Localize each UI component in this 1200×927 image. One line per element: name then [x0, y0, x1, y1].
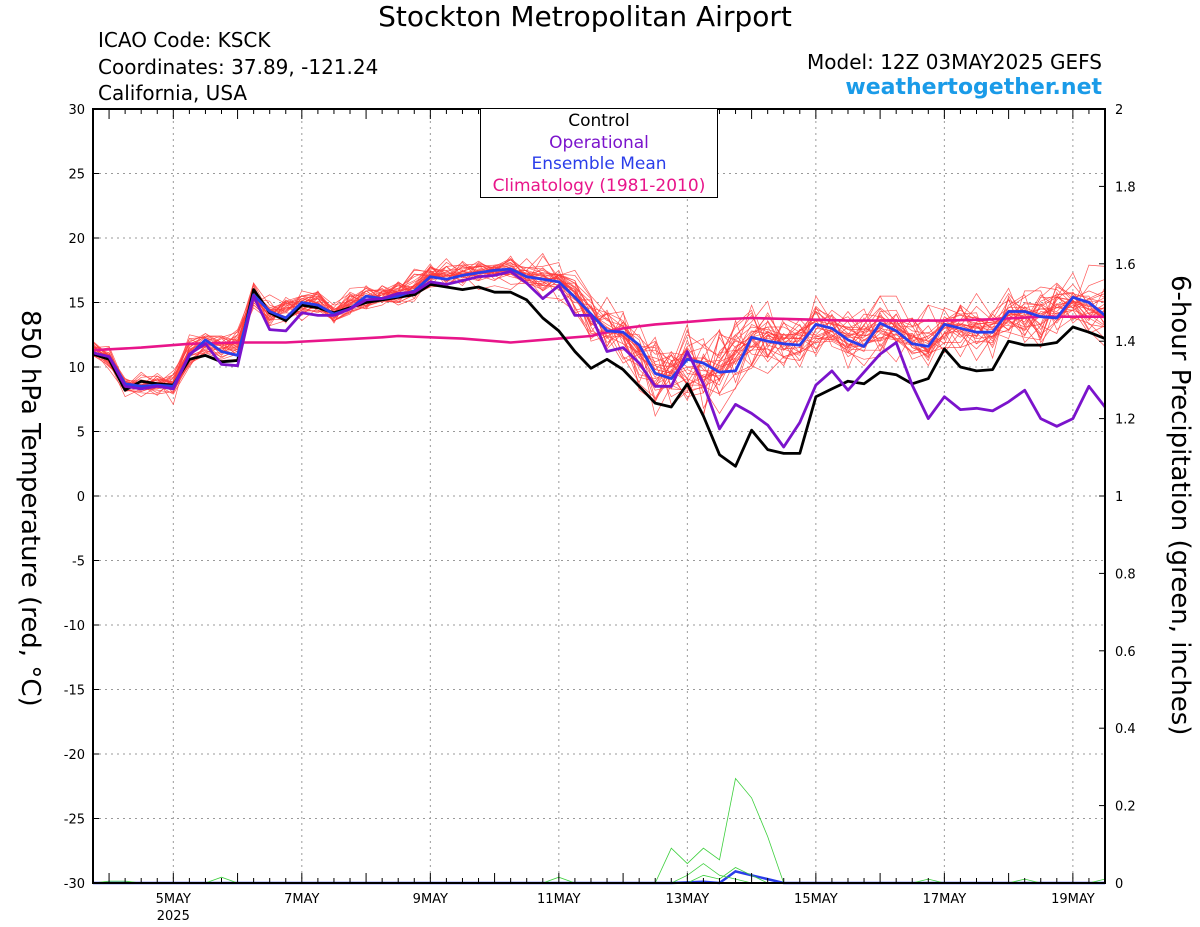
- legend-control: Control: [568, 111, 630, 131]
- tick-label-x: 7MAY: [284, 892, 319, 907]
- tick-label-right: 1.6: [1115, 258, 1136, 273]
- highlight-lines: [92, 267, 1107, 468]
- tick-label-x: 9MAY: [413, 892, 448, 907]
- precip-mean-line: [93, 870, 1105, 885]
- precipitation-lines: [92, 777, 1106, 885]
- ensemble-member-line: [93, 264, 1106, 403]
- ensemble-mean-line: [92, 267, 1106, 388]
- tick-label-left: 10: [68, 361, 85, 376]
- tick-label-right: 1: [1115, 490, 1123, 505]
- tick-label-left: -5: [72, 555, 85, 570]
- tick-label-right: 0.6: [1115, 645, 1136, 660]
- legend-operational: Operational: [549, 132, 649, 153]
- ensemble-member-line: [92, 269, 1106, 390]
- y-axis-label-left: 850 hPa Temperature (red, °C): [15, 310, 45, 707]
- operational-line: [92, 270, 1107, 449]
- tick-label-left: -30: [64, 877, 85, 892]
- icao-code: ICAO Code: KSCK: [98, 28, 271, 52]
- ensemble-member-line: [92, 273, 1106, 395]
- tick-label-left: 20: [68, 232, 85, 247]
- tick-label-x: 11MAY: [537, 892, 581, 907]
- tick-label-left: 5: [77, 426, 85, 441]
- climatology-line: [92, 315, 1105, 352]
- tick-label-x: 15MAY: [794, 892, 838, 907]
- tick-label-right: 1.4: [1115, 335, 1136, 350]
- grid-lines: [93, 109, 1105, 883]
- tick-label-left: -10: [64, 619, 85, 634]
- tick-label-x: 17MAY: [923, 892, 967, 907]
- tick-label-right: 0.4: [1115, 722, 1136, 737]
- site-name: weathertogether.net: [845, 75, 1102, 100]
- y-axis-label-right: 6-hour Precipitation (green, inches): [1165, 275, 1195, 736]
- precip-member-line: [93, 863, 1106, 884]
- tick-label-right: 0: [1115, 877, 1123, 892]
- tick-label-right: 1.2: [1115, 413, 1136, 428]
- tick-label-right: 2: [1115, 103, 1123, 118]
- precip-member-line: [92, 777, 1105, 884]
- tick-label-left: 30: [68, 103, 85, 118]
- tick-label-left: 15: [68, 297, 85, 312]
- tick-label-left: -25: [64, 813, 85, 828]
- tick-label-right: 1.8: [1115, 180, 1136, 195]
- legend-ensemble-mean: Ensemble Mean: [531, 154, 667, 174]
- tick-label-x-year: 2025: [157, 909, 190, 924]
- tick-label-left: 0: [77, 490, 85, 505]
- precip-member-line: [93, 867, 1105, 884]
- tick-label-left: -15: [64, 684, 85, 699]
- region: California, USA: [98, 81, 248, 105]
- tick-label-x: 5MAY: [156, 892, 191, 907]
- tick-label-left: -20: [64, 748, 85, 763]
- tick-label-right: 0.2: [1115, 800, 1136, 815]
- legend: Control Operational Ensemble Mean Climat…: [480, 108, 718, 198]
- chart-title: Stockton Metropolitan Airport: [378, 0, 792, 33]
- axes: 302520151050-5-10-15-20-25-3021.81.61.41…: [64, 103, 1136, 924]
- tick-label-left: 25: [68, 168, 85, 183]
- tick-label-right: 0.8: [1115, 567, 1136, 582]
- tick-label-x: 13MAY: [666, 892, 710, 907]
- coordinates: Coordinates: 37.89, -121.24: [98, 55, 379, 79]
- model-run: Model: 12Z 03MAY2025 GEFS: [807, 50, 1102, 74]
- legend-climatology: Climatology (1981-2010): [492, 175, 706, 196]
- tick-label-x: 19MAY: [1051, 892, 1095, 907]
